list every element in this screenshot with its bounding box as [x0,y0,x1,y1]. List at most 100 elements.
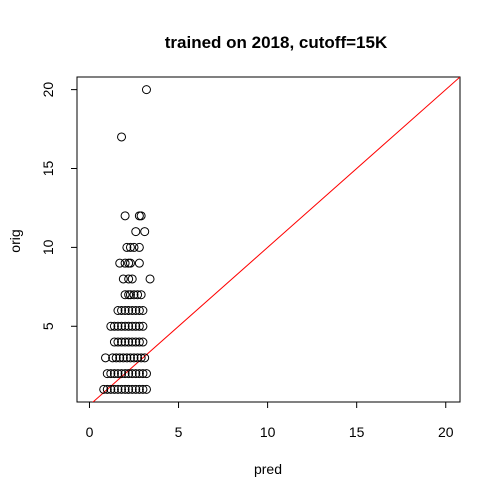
data-point [134,211,144,221]
data-point [127,274,137,284]
x-tick-label: 0 [86,424,94,440]
plot-frame [76,76,461,403]
data-point [131,321,141,331]
data-point [133,290,143,300]
data-point [131,384,141,394]
data-point [131,227,141,237]
data-point [127,384,137,394]
data-point [125,242,135,252]
chart-title: trained on 2018, cutoff=15K [165,33,388,52]
data-point [102,369,112,379]
data-point [124,369,134,379]
data-point [138,337,148,347]
data-point [120,337,130,347]
data-point [109,384,119,394]
data-point [117,305,127,315]
data-point [141,85,151,95]
data-point [109,321,119,331]
data-point [134,258,144,268]
data-point [129,353,139,363]
data-point [111,353,121,363]
data-point [108,353,118,363]
data-point [138,384,148,394]
data-point [134,384,144,394]
data-point [115,258,125,268]
data-point [117,369,127,379]
data-point [106,369,116,379]
data-point [117,384,127,394]
data-point [117,132,127,142]
y-axis-label: orig [7,229,23,252]
x-tick-label: 20 [438,424,454,440]
data-point [113,321,123,331]
data-point [120,384,130,394]
data-point [106,321,116,331]
data-point [120,258,130,268]
y-tick-label: 20 [40,82,56,98]
data-point [99,384,109,394]
data-point [109,369,119,379]
data-points [99,85,155,394]
data-point [122,242,132,252]
x-tick-label: 5 [175,424,183,440]
data-point [122,353,132,363]
data-point [113,337,123,347]
data-point [127,369,137,379]
x-tick-label: 15 [349,424,365,440]
data-point [131,337,141,347]
data-point [101,353,111,363]
data-point [120,305,130,315]
data-point [120,369,130,379]
data-point [127,321,137,331]
data-point [134,337,144,347]
y-tick-label: 5 [40,322,56,330]
data-point [136,290,146,300]
data-point [131,369,141,379]
data-point [106,384,116,394]
data-point [124,305,134,315]
data-point [124,321,134,331]
data-point [131,305,141,315]
data-point [115,353,125,363]
data-point [120,321,130,331]
data-point [124,337,134,347]
data-point [134,305,144,315]
data-point [125,290,135,300]
data-point [124,384,134,394]
data-point [129,242,139,252]
y-axis-ticks: 5 10 15 20 [40,82,77,330]
data-point [120,290,130,300]
data-point [140,353,150,363]
y-tick-label: 15 [40,161,56,177]
data-point [118,274,128,284]
data-point [127,305,137,315]
data-point [102,384,112,394]
data-point [141,384,151,394]
data-point [127,337,137,347]
data-point [109,337,119,347]
data-point [117,337,127,347]
data-point [125,258,135,268]
data-point [134,369,144,379]
data-point [140,227,150,237]
data-point [138,305,148,315]
data-point [118,353,128,363]
data-point [120,211,130,221]
x-axis-ticks: 0 5 10 15 20 [86,402,454,440]
data-point [133,353,143,363]
data-point [136,211,146,221]
x-tick-label: 10 [260,424,276,440]
data-point [134,321,144,331]
x-axis-label: pred [254,461,282,477]
data-point [117,321,127,331]
data-point [134,242,144,252]
data-point [113,369,123,379]
data-point [138,321,148,331]
data-point [113,305,123,315]
data-point [129,290,139,300]
data-point [136,353,146,363]
data-point [125,353,135,363]
data-point [138,369,148,379]
y-tick-label: 10 [40,239,56,255]
